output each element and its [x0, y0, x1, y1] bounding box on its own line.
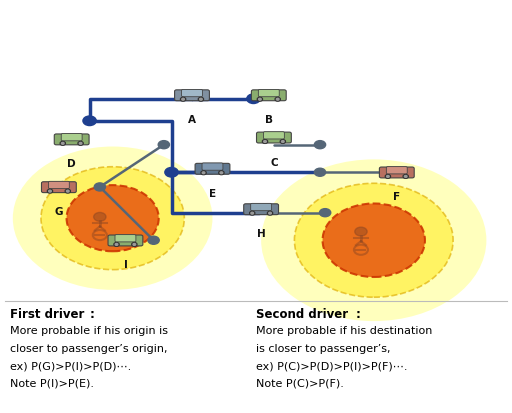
Circle shape — [280, 140, 286, 143]
Text: D: D — [68, 159, 76, 169]
Circle shape — [65, 189, 71, 193]
Text: is closer to passenger’s,: is closer to passenger’s, — [256, 344, 391, 354]
Circle shape — [49, 190, 51, 192]
Circle shape — [355, 227, 367, 236]
Circle shape — [61, 142, 64, 144]
Circle shape — [79, 142, 82, 144]
Circle shape — [83, 116, 96, 126]
Circle shape — [387, 176, 389, 177]
Circle shape — [403, 175, 409, 178]
Text: Proximity-based Assignment: Proximity-based Assignment — [126, 16, 386, 31]
FancyBboxPatch shape — [195, 164, 230, 174]
Circle shape — [114, 242, 119, 246]
FancyBboxPatch shape — [257, 132, 291, 143]
FancyBboxPatch shape — [54, 134, 89, 145]
Circle shape — [247, 94, 260, 104]
Text: Note P(I)>P(E).: Note P(I)>P(E). — [10, 379, 94, 389]
Circle shape — [94, 212, 106, 221]
Circle shape — [78, 142, 83, 145]
Circle shape — [276, 98, 279, 100]
Circle shape — [201, 171, 206, 175]
FancyBboxPatch shape — [251, 90, 286, 101]
Circle shape — [314, 168, 326, 176]
Circle shape — [158, 141, 169, 149]
Circle shape — [269, 212, 271, 214]
Circle shape — [323, 204, 425, 277]
FancyBboxPatch shape — [202, 163, 223, 170]
Circle shape — [294, 183, 453, 297]
Circle shape — [165, 167, 178, 177]
FancyBboxPatch shape — [61, 133, 82, 141]
Circle shape — [259, 98, 261, 100]
Text: Note P(C)>P(F).: Note P(C)>P(F). — [256, 379, 344, 389]
Text: :: : — [356, 308, 361, 321]
Circle shape — [198, 97, 203, 101]
Circle shape — [148, 236, 159, 244]
Text: closer to passenger’s origin,: closer to passenger’s origin, — [10, 344, 168, 354]
Circle shape — [182, 98, 184, 100]
FancyBboxPatch shape — [264, 132, 284, 139]
Circle shape — [13, 147, 212, 290]
Circle shape — [115, 244, 118, 245]
Text: More probable if his destination: More probable if his destination — [256, 326, 432, 336]
Circle shape — [60, 142, 66, 145]
Circle shape — [220, 172, 223, 174]
Circle shape — [133, 244, 136, 245]
Circle shape — [251, 212, 253, 214]
Text: More probable if his origin is: More probable if his origin is — [10, 326, 168, 336]
Circle shape — [319, 209, 331, 217]
Circle shape — [404, 176, 407, 177]
Text: C: C — [270, 157, 278, 168]
Circle shape — [282, 140, 284, 142]
Text: A: A — [188, 115, 196, 125]
FancyBboxPatch shape — [41, 182, 76, 192]
Circle shape — [47, 189, 53, 193]
Circle shape — [132, 242, 137, 246]
Text: B: B — [265, 115, 273, 125]
Circle shape — [200, 98, 202, 100]
Circle shape — [314, 141, 326, 149]
FancyBboxPatch shape — [108, 235, 143, 246]
Circle shape — [202, 172, 205, 174]
Text: F: F — [393, 192, 400, 202]
Circle shape — [181, 97, 186, 101]
Circle shape — [267, 211, 272, 215]
FancyBboxPatch shape — [49, 181, 69, 189]
Circle shape — [67, 190, 69, 192]
Text: Second driver: Second driver — [256, 308, 348, 321]
Text: H: H — [257, 229, 266, 239]
Circle shape — [219, 171, 224, 175]
Circle shape — [67, 185, 159, 251]
Text: :: : — [90, 308, 95, 321]
Circle shape — [263, 140, 268, 143]
FancyBboxPatch shape — [182, 90, 202, 97]
Text: ex) P(G)>P(I)>P(D)⋯.: ex) P(G)>P(I)>P(D)⋯. — [10, 361, 132, 371]
FancyBboxPatch shape — [379, 167, 414, 178]
Text: E: E — [209, 189, 216, 199]
Text: I: I — [123, 261, 127, 271]
Text: G: G — [55, 207, 63, 217]
Circle shape — [386, 175, 391, 178]
Circle shape — [258, 97, 263, 101]
FancyBboxPatch shape — [244, 204, 279, 215]
FancyBboxPatch shape — [259, 90, 279, 97]
FancyBboxPatch shape — [387, 166, 407, 174]
Circle shape — [261, 159, 486, 321]
Text: First driver: First driver — [10, 308, 84, 321]
Circle shape — [264, 140, 266, 142]
FancyBboxPatch shape — [175, 90, 209, 101]
Text: ex) P(C)>P(D)>P(I)>P(F)⋯.: ex) P(C)>P(D)>P(I)>P(F)⋯. — [256, 361, 408, 371]
Circle shape — [41, 167, 184, 270]
Circle shape — [275, 97, 281, 101]
Circle shape — [94, 183, 105, 191]
FancyBboxPatch shape — [251, 203, 271, 211]
Circle shape — [250, 211, 255, 215]
FancyBboxPatch shape — [115, 235, 136, 242]
